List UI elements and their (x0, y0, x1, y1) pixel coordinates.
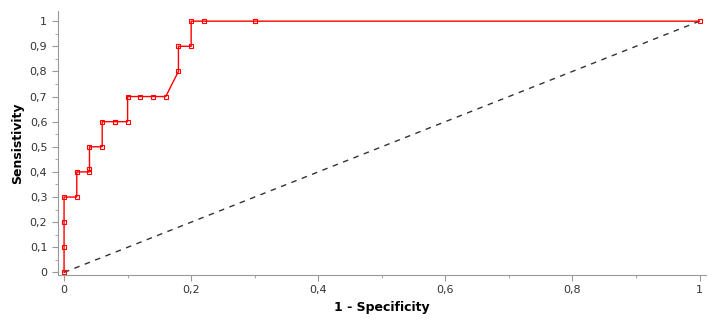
Y-axis label: Sensistivity: Sensistivity (11, 102, 24, 184)
X-axis label: 1 - Specificity: 1 - Specificity (334, 301, 429, 314)
